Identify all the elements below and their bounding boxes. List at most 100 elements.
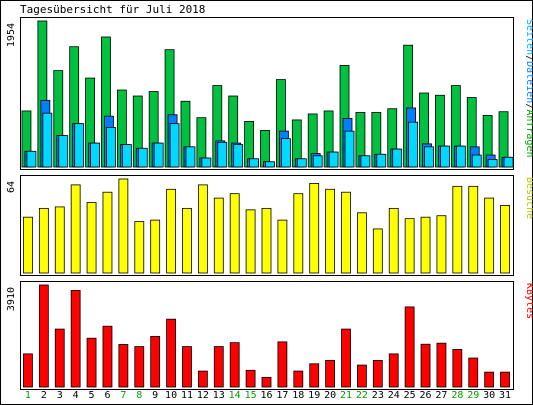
bar-kbytes-10: [166, 318, 176, 388]
bar-seiten-2: [42, 112, 53, 168]
bar-besuche-13: [213, 197, 224, 274]
day-label-29: 29: [467, 390, 479, 401]
bar-seiten-8: [137, 147, 148, 168]
bar-besuche-19: [309, 183, 320, 274]
bar-besuche-15: [245, 209, 256, 274]
day-label-13: 13: [213, 390, 225, 401]
bar-besuche-3: [54, 206, 65, 274]
bar-seiten-17: [281, 138, 291, 168]
day-label-8: 8: [136, 390, 142, 401]
bar-seiten-31: [503, 156, 514, 168]
bar-seiten-3: [58, 135, 69, 168]
bar-seiten-24: [392, 148, 403, 168]
bar-seiten-11: [185, 146, 196, 168]
bar-besuche-6: [102, 191, 113, 274]
bar-kbytes-6: [102, 325, 113, 388]
ymax-label-middle: 64: [6, 181, 17, 193]
day-label-25: 25: [404, 390, 416, 401]
bar-besuche-27: [436, 215, 447, 274]
legend-entry-top-4: Anfragen: [524, 109, 533, 157]
bar-seiten-13: [217, 141, 228, 168]
day-label-14: 14: [229, 390, 241, 401]
bar-seiten-25: [408, 121, 419, 168]
bar-kbytes-1: [23, 353, 33, 388]
bar-besuche-26: [420, 216, 431, 274]
bar-seiten-22: [360, 155, 371, 168]
bar-besuche-24: [388, 207, 399, 274]
bar-kbytes-11: [182, 346, 192, 388]
day-label-19: 19: [308, 390, 320, 401]
day-label-5: 5: [89, 390, 95, 401]
day-label-22: 22: [356, 390, 368, 401]
bar-besuche-12: [197, 184, 208, 274]
bar-besuche-11: [182, 207, 192, 274]
bar-kbytes-21: [341, 328, 351, 388]
bar-kbytes-14: [229, 342, 240, 388]
bar-seiten-12: [201, 157, 212, 168]
bar-seiten-7: [121, 144, 132, 168]
legend-entry-top-2: Dateien: [524, 61, 533, 103]
legend-bottom: KBytes: [524, 283, 533, 319]
bar-besuche-7: [118, 178, 129, 274]
bar-seiten-27: [440, 145, 450, 168]
bar-seiten-4: [74, 123, 85, 168]
day-label-24: 24: [388, 390, 400, 401]
day-label-21: 21: [340, 390, 352, 401]
day-label-16: 16: [260, 390, 272, 401]
chart-title: Tagesübersicht für Juli 2018: [20, 3, 206, 16]
bar-kbytes-8: [134, 346, 145, 388]
legend-middle: Besuche: [524, 177, 533, 219]
ymax-label-bottom: 3910: [6, 287, 17, 311]
bar-kbytes-13: [213, 346, 224, 388]
day-label-9: 9: [152, 390, 158, 401]
bar-besuche-17: [277, 219, 288, 274]
bar-besuche-18: [293, 193, 304, 274]
bar-besuche-14: [229, 193, 240, 274]
day-label-30: 30: [483, 390, 495, 401]
day-label-10: 10: [165, 390, 177, 401]
bar-besuche-8: [134, 221, 145, 274]
day-label-23: 23: [372, 390, 384, 401]
day-label-31: 31: [499, 390, 511, 401]
bar-seiten-20: [328, 151, 339, 168]
bar-besuche-21: [341, 191, 351, 274]
bar-kbytes-18: [293, 370, 304, 388]
bar-kbytes-20: [325, 359, 336, 388]
bar-seiten-29: [471, 154, 482, 168]
bar-kbytes-2: [38, 284, 49, 388]
bar-kbytes-3: [54, 328, 65, 388]
day-label-2: 2: [41, 390, 47, 401]
bar-seiten-14: [233, 144, 244, 168]
bar-kbytes-7: [118, 344, 129, 388]
bar-kbytes-30: [484, 371, 495, 388]
day-label-12: 12: [197, 390, 209, 401]
legend-entry-top-1: /: [524, 55, 533, 61]
bar-kbytes-4: [70, 290, 81, 388]
day-label-28: 28: [451, 390, 463, 401]
day-label-15: 15: [245, 390, 257, 401]
day-label-11: 11: [181, 390, 193, 401]
day-label-7: 7: [120, 390, 126, 401]
ymax-label-top: 1954: [6, 23, 17, 47]
bar-seiten-6: [106, 126, 116, 168]
bar-besuche-23: [372, 228, 383, 274]
legend-entry-top-3: /: [524, 103, 533, 109]
bar-seiten-21: [344, 130, 355, 168]
bar-seiten-23: [376, 153, 387, 168]
bar-besuche-9: [150, 219, 161, 274]
bar-besuche-28: [452, 185, 463, 274]
bar-seiten-19: [312, 155, 323, 168]
bar-kbytes-12: [197, 370, 208, 388]
bar-seiten-26: [424, 146, 434, 168]
bar-kbytes-5: [86, 337, 97, 388]
day-label-6: 6: [104, 390, 110, 401]
bar-kbytes-26: [420, 343, 431, 388]
bar-kbytes-23: [372, 359, 383, 388]
bar-seiten-28: [455, 145, 466, 168]
bar-seiten-15: [249, 158, 259, 168]
day-label-18: 18: [292, 390, 304, 401]
bar-besuche-31: [500, 205, 510, 274]
day-label-4: 4: [73, 390, 79, 401]
